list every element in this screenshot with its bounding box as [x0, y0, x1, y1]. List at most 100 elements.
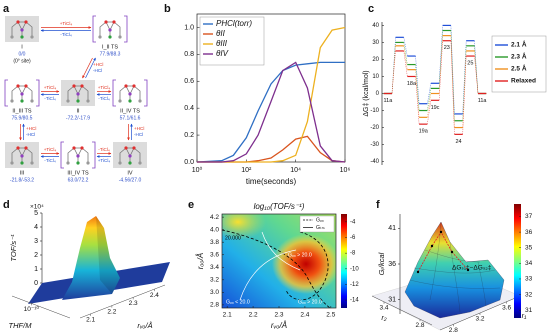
path-point [439, 230, 443, 234]
path-point [430, 244, 434, 248]
axis-tick-label: 3.6 [502, 304, 511, 311]
y-tick-label: 0.2 [184, 132, 194, 139]
level-connector [403, 45, 408, 70]
category-label: 23 [444, 45, 450, 51]
atom [30, 35, 34, 39]
atom [128, 99, 132, 103]
arrow-label: +TiCl₄ [98, 85, 111, 90]
arrow-label: +TiCl₄ [60, 21, 73, 26]
atom [72, 146, 76, 150]
arrow-label: -HCl [93, 68, 102, 73]
atom [10, 35, 14, 39]
category-label: 11a [383, 98, 393, 104]
path-point [416, 270, 420, 274]
path-point [466, 268, 470, 272]
level-connector [474, 56, 479, 94]
colorbar-tick-label: -8 [350, 251, 356, 257]
atom [108, 28, 112, 32]
atom [118, 35, 122, 39]
atom [20, 35, 24, 39]
category-label: 19c [431, 105, 440, 111]
atom [128, 154, 132, 158]
level-connector [450, 40, 455, 135]
arrow-forward [82, 57, 93, 79]
y-tick-label: 0.0 [184, 159, 194, 166]
level-connector [474, 50, 479, 94]
level-connector [415, 64, 420, 111]
mesh-line [429, 221, 442, 301]
colorbar-tick-label: -12 [350, 282, 359, 288]
colorbar-tick-label: 34 [525, 260, 533, 267]
x-tick-label: 2.5 [326, 312, 335, 319]
state-note: (0° site) [13, 58, 31, 64]
colorbar-tick-label: -14 [350, 298, 359, 304]
y-tick-label: 4.0 [210, 226, 219, 233]
axis-line [11, 295, 71, 319]
axis-tick-label: 2.1 [86, 317, 95, 324]
y-tick-label: 2.8 [210, 302, 219, 309]
axis-tick-label: 2.2 [107, 308, 116, 315]
y-tick-label: -10 [370, 108, 379, 114]
arrow-label: -HCl [134, 132, 143, 137]
series-line [196, 61, 345, 163]
panel-label: b [164, 3, 171, 15]
z-tick-label: 4 [34, 224, 38, 231]
axis-line [371, 295, 433, 326]
arrow-label: -HCl [26, 132, 35, 137]
atom [24, 20, 28, 24]
y-tick-label: 40 [372, 23, 379, 29]
x-axis-label: rᵥₒ/Å [271, 321, 287, 330]
axis-tick-label: 2.8 [415, 322, 424, 329]
atom [20, 28, 24, 32]
state-label: I_II TS [102, 44, 118, 50]
atom [16, 20, 20, 24]
x-tick-label: 2.2 [249, 312, 258, 319]
legend-label: θIV [216, 49, 229, 58]
level-connector [415, 69, 420, 118]
legend-box [299, 215, 335, 233]
atom [76, 99, 80, 103]
contour-line [222, 229, 331, 308]
path-point [450, 250, 454, 254]
ts-bracket [92, 15, 128, 43]
state-energy: 57.1/61.6 [120, 115, 141, 121]
level-connector [391, 45, 396, 94]
atom [20, 92, 24, 96]
x-tick-label: 10⁶ [340, 167, 351, 174]
level-connector [415, 56, 420, 104]
panel-label: a [3, 3, 10, 15]
legend-box [199, 16, 265, 66]
atom [132, 146, 136, 150]
atom [10, 161, 14, 165]
z-tick-label: 41 [388, 225, 396, 232]
atom [138, 161, 142, 165]
atom [16, 84, 20, 88]
x-tick-label: 2.3 [274, 312, 283, 319]
y-tick-label: 3.8 [210, 239, 219, 246]
arrow-label: -TiCl₄ [44, 96, 56, 101]
arrow-label: -TiCl₄ [60, 32, 72, 37]
level-connector [391, 50, 396, 94]
colorbar-tick-label: -4 [350, 219, 356, 225]
surface-peak-shade [96, 216, 120, 294]
legend-label: 2.3 Å [511, 52, 527, 61]
arrow-label: -TiCl₄ [44, 158, 56, 163]
state-energy: -4.56/27.0 [119, 177, 142, 183]
panel-label: c [368, 3, 374, 15]
legend-label: PHCl(torr) [216, 19, 252, 28]
y-tick-label: 20 [372, 57, 379, 63]
atom [76, 154, 80, 158]
z-tick-label: 5 [34, 210, 38, 217]
legend-label: Gₜₘ [316, 225, 325, 231]
level-connector [403, 37, 408, 57]
mesh-line [409, 279, 501, 289]
level-connector [450, 30, 455, 121]
annotation: ΔGₛ₁‡−ΔGₛ₂‡ [452, 265, 492, 272]
x-axis-label: time(seconds) [246, 177, 297, 186]
level-connector [438, 30, 443, 89]
atom [132, 84, 136, 88]
atom [30, 99, 34, 103]
legend-label: Gₒₓ [316, 217, 324, 223]
atom [128, 92, 132, 96]
state-label: IV [127, 170, 133, 176]
